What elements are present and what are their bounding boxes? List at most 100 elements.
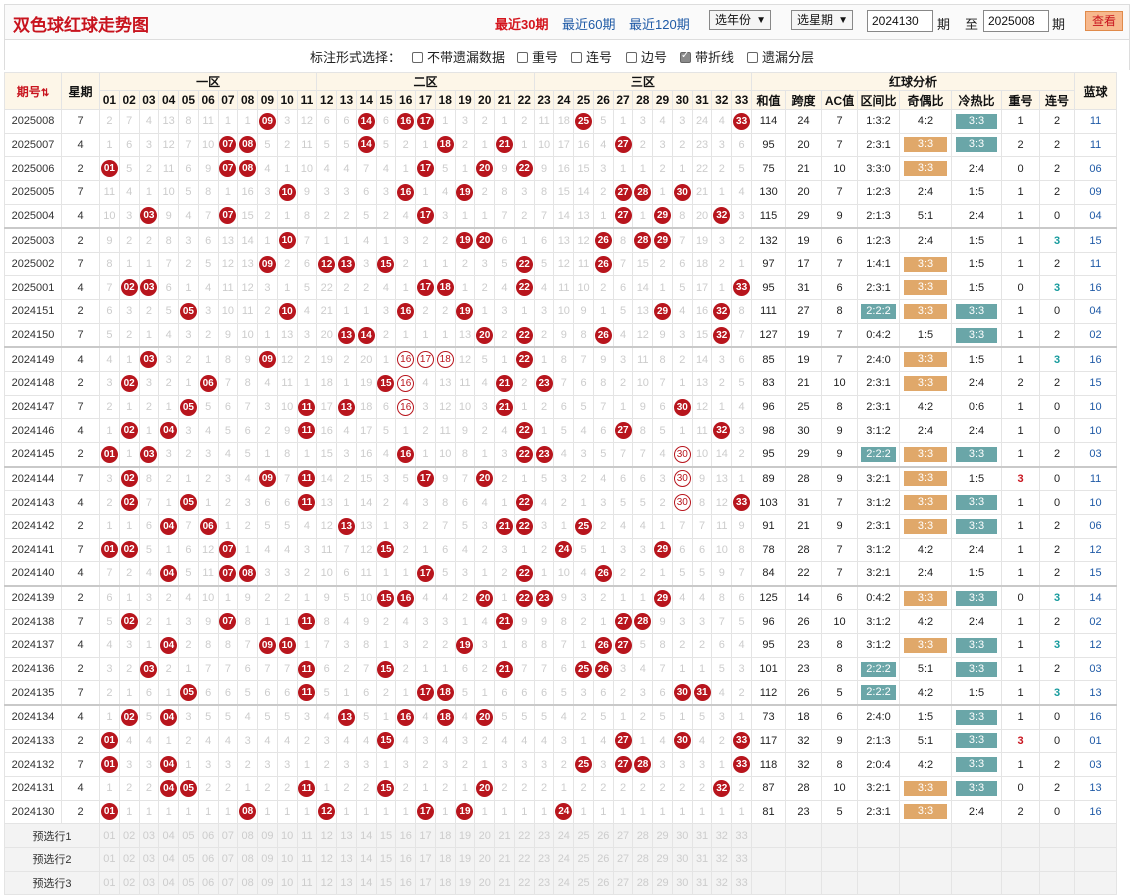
- num-cell[interactable]: 3: [711, 704, 733, 730]
- num-cell[interactable]: 2: [296, 561, 318, 587]
- table-row[interactable]: 2025002 7 8 1 1 7 2 5 12 13 09 2 6 12 13 3 15 2 1 1 2 3 5 22 5 12…: [4, 251, 1118, 277]
- num-cell[interactable]: 2: [573, 465, 594, 492]
- num-cell[interactable]: 4: [592, 132, 614, 158]
- num-cell[interactable]: 4: [158, 322, 179, 348]
- num-cell[interactable]: 4: [652, 109, 673, 134]
- num-cell[interactable]: 1: [632, 799, 654, 825]
- num-cell[interactable]: 7: [296, 227, 318, 253]
- num-cell[interactable]: 1: [415, 251, 436, 277]
- num-cell[interactable]: 1: [533, 346, 555, 373]
- table-row[interactable]: 2024142 2 1 1 6 04 7 06 1 2 5 5 4 12 13 13 1 3 2 7 5 3 21 22 3 1 2…: [4, 513, 1118, 539]
- num-cell[interactable]: 4: [375, 156, 397, 181]
- num-cell[interactable]: 2: [336, 775, 357, 801]
- red-ball[interactable]: 07: [219, 613, 237, 631]
- num-cell[interactable]: 3: [592, 752, 614, 777]
- red-ball[interactable]: 04: [160, 779, 178, 797]
- num-cell[interactable]: 3: [99, 656, 120, 682]
- num-cell[interactable]: 2: [533, 775, 555, 801]
- num-cell[interactable]: 5: [652, 704, 673, 730]
- num-cell[interactable]: 05: [178, 680, 199, 706]
- num-cell[interactable]: 3: [454, 109, 476, 134]
- red-ball[interactable]: 23: [535, 374, 553, 392]
- num-cell[interactable]: 2: [671, 775, 693, 801]
- num-cell[interactable]: 2: [118, 775, 140, 801]
- num-cell[interactable]: 2: [671, 346, 693, 373]
- num-cell[interactable]: 6: [434, 537, 456, 563]
- num-cell[interactable]: 1: [494, 490, 515, 515]
- num-cell[interactable]: 7: [691, 513, 713, 539]
- num-cell[interactable]: 3: [434, 203, 456, 229]
- num-cell[interactable]: 1: [711, 394, 733, 420]
- num-cell[interactable]: 6: [99, 299, 120, 324]
- red-ball[interactable]: 04: [160, 756, 178, 774]
- preselect-num[interactable]: 27: [612, 846, 634, 872]
- num-cell[interactable]: 17: [415, 680, 436, 706]
- num-cell[interactable]: 5: [632, 490, 654, 515]
- num-cell[interactable]: 9: [711, 561, 733, 587]
- num-cell[interactable]: 2: [395, 537, 417, 563]
- num-cell[interactable]: 2: [711, 728, 733, 754]
- red-ball[interactable]: 15: [377, 374, 395, 392]
- red-ball[interactable]: 20: [476, 160, 494, 178]
- num-cell[interactable]: 2: [612, 371, 634, 396]
- num-cell[interactable]: 1: [178, 799, 199, 825]
- num-cell[interactable]: 4: [375, 275, 397, 301]
- preselect-num[interactable]: 19: [454, 823, 476, 848]
- num-cell[interactable]: 3: [415, 490, 436, 515]
- num-cell[interactable]: 17: [415, 346, 436, 373]
- num-cell[interactable]: 1: [237, 775, 258, 801]
- num-cell[interactable]: 21: [691, 179, 713, 205]
- red-ball[interactable]: 07: [219, 136, 237, 154]
- num-cell[interactable]: 6: [533, 227, 555, 253]
- num-cell[interactable]: 1: [375, 346, 397, 373]
- num-cell[interactable]: 1: [652, 799, 673, 825]
- num-cell[interactable]: 12: [158, 132, 179, 158]
- num-cell[interactable]: 3: [691, 609, 713, 635]
- num-cell[interactable]: 2: [494, 322, 515, 348]
- num-cell[interactable]: 2: [415, 752, 436, 777]
- num-cell[interactable]: 24: [553, 799, 575, 825]
- num-cell[interactable]: 17: [691, 275, 713, 301]
- num-cell[interactable]: 7: [158, 251, 179, 277]
- num-cell[interactable]: 08: [237, 561, 258, 587]
- red-ball[interactable]: 02: [120, 470, 138, 488]
- num-cell[interactable]: 4: [415, 584, 436, 611]
- num-cell[interactable]: 2: [731, 680, 753, 706]
- num-cell[interactable]: 2: [592, 275, 614, 301]
- num-cell[interactable]: 29: [652, 203, 673, 229]
- num-cell[interactable]: 4: [138, 561, 160, 587]
- num-cell[interactable]: 2: [592, 584, 614, 611]
- preselect-num[interactable]: 01: [99, 823, 120, 848]
- num-cell[interactable]: 3: [474, 513, 496, 539]
- num-cell[interactable]: 13: [217, 227, 239, 253]
- num-cell[interactable]: 27: [612, 609, 634, 635]
- num-cell[interactable]: 1: [336, 680, 357, 706]
- num-cell[interactable]: 13: [237, 251, 258, 277]
- red-ball[interactable]: 33: [733, 279, 751, 297]
- num-cell[interactable]: 3: [276, 109, 298, 134]
- num-cell[interactable]: 3: [573, 680, 594, 706]
- num-cell[interactable]: 06: [197, 371, 219, 396]
- num-cell[interactable]: 7: [711, 609, 733, 635]
- preselect-num[interactable]: 07: [217, 823, 239, 848]
- num-cell[interactable]: 7: [671, 513, 693, 539]
- num-cell[interactable]: 6: [99, 584, 120, 611]
- num-cell[interactable]: 8: [652, 633, 673, 658]
- num-cell[interactable]: 1: [415, 322, 436, 348]
- num-cell[interactable]: 8: [237, 609, 258, 635]
- num-cell[interactable]: 5: [355, 704, 377, 730]
- red-ball[interactable]: 33: [733, 494, 751, 512]
- table-row[interactable]: 2024137 4 4 3 1 04 2 8 8 7 09 10 1 7 3 8 1 3 2 2 19 3 1 8 8 7 1 26 2…: [4, 633, 1118, 658]
- num-cell[interactable]: 8: [217, 633, 239, 658]
- red-ball[interactable]: 16: [397, 351, 415, 369]
- num-cell[interactable]: 10: [237, 322, 258, 348]
- num-cell[interactable]: 4: [355, 728, 377, 754]
- table-row[interactable]: 2024145 2 01 1 03 3 2 3 4 5 1 8 1 15 3 16 4 16 1 10 8 1 3 22 23 4…: [4, 441, 1118, 468]
- num-cell[interactable]: 8: [632, 418, 654, 443]
- red-ball[interactable]: 07: [219, 160, 237, 178]
- preselect-num[interactable]: 16: [395, 870, 417, 895]
- num-cell[interactable]: 4: [652, 728, 673, 754]
- num-cell[interactable]: 5: [592, 109, 614, 134]
- red-ball[interactable]: 01: [100, 803, 118, 821]
- num-cell[interactable]: 3: [375, 465, 397, 492]
